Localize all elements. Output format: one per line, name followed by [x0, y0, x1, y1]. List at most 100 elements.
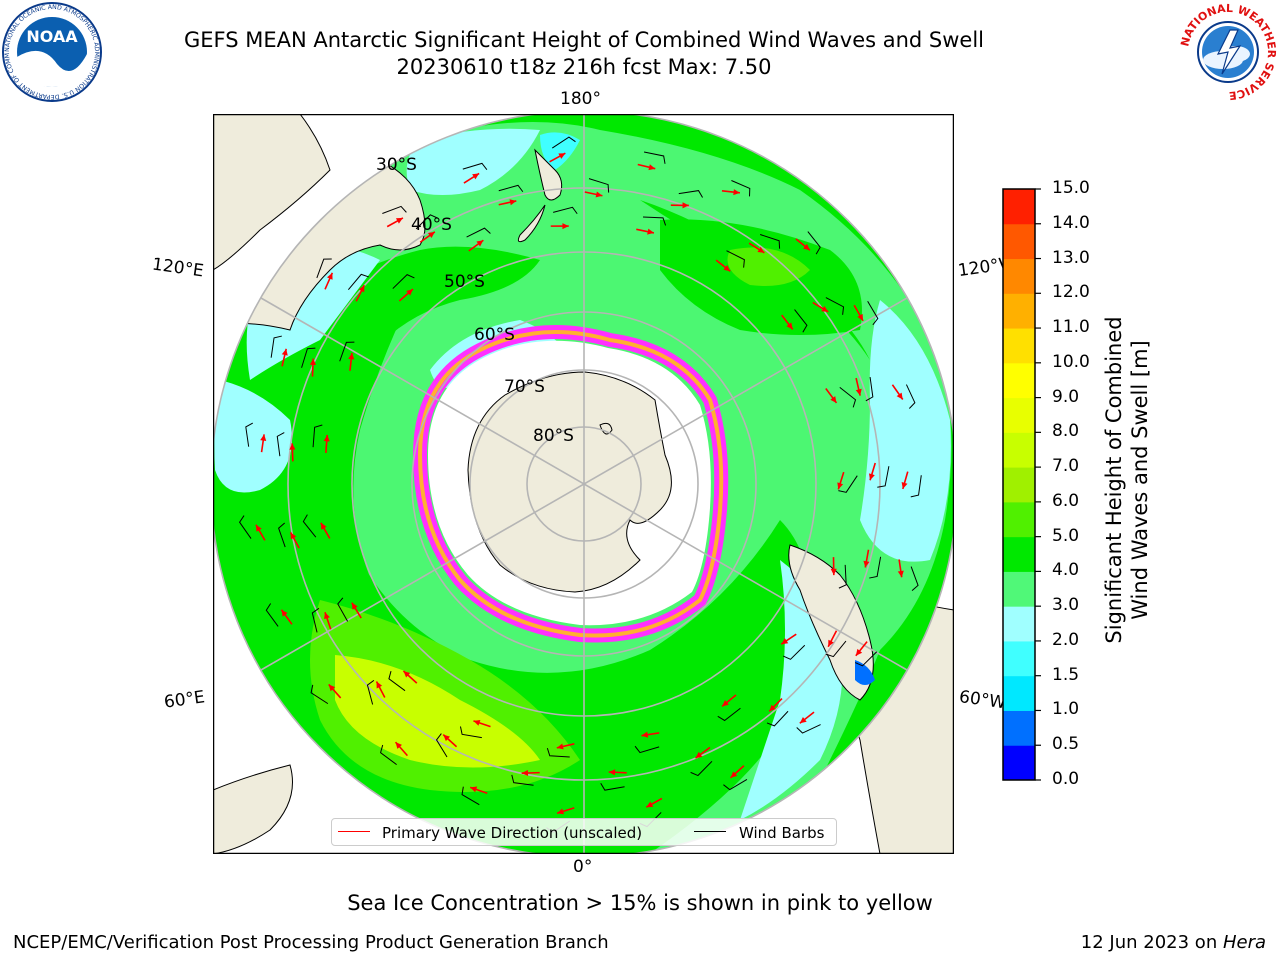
graticule	[213, 114, 954, 854]
wind-barb	[867, 301, 879, 326]
wave-direction-arrowhead	[757, 246, 765, 253]
wind-barb	[600, 783, 625, 791]
wind-barb	[678, 190, 703, 198]
wind-barb	[498, 184, 524, 193]
wave-direction-arrowhead	[281, 609, 288, 617]
wind-barb	[723, 779, 748, 791]
wave-direction-arrowhead	[646, 801, 654, 808]
wave-direction-arrowhead	[427, 231, 435, 238]
wind-barb	[347, 273, 369, 291]
wind-barb	[553, 206, 578, 215]
colorbar-segment	[1003, 189, 1035, 225]
wave-direction-arrowhead	[376, 681, 383, 689]
land-australia-west	[213, 114, 331, 271]
colorbar-tick-label: 2.0	[1052, 629, 1080, 650]
colorbar-segment	[1003, 258, 1035, 294]
colorbar-segment	[1003, 467, 1035, 503]
colorbar-tick-label: 0.0	[1052, 769, 1080, 789]
wave-direction-arrowhead	[769, 704, 776, 712]
wind-barb	[546, 747, 570, 758]
wind-barb	[316, 258, 332, 279]
lon-label-120e: 120°E	[150, 254, 205, 282]
wave-direction-arrowhead	[473, 719, 481, 726]
wind-barb	[301, 347, 316, 368]
lon-label-60w: 60°W	[957, 687, 1005, 713]
svg-text:NOAA: NOAA	[26, 27, 78, 46]
lat-label-30s: 30°S	[376, 155, 417, 175]
wave-direction-arrowhead	[695, 751, 703, 759]
wave-direction-legend-line	[338, 831, 370, 832]
colorbar-tick-label: 1.5	[1052, 664, 1080, 685]
wind-barb	[877, 466, 890, 488]
colorbar-segment	[1003, 293, 1035, 329]
colorbar-tick-label: 1.0	[1052, 699, 1080, 720]
wave-direction-arrowhead	[821, 305, 829, 312]
wind-barb	[854, 651, 878, 667]
wave-field-7-8	[335, 655, 540, 768]
wind-barb	[910, 566, 919, 592]
wind-barb	[865, 377, 874, 402]
wave-direction-arrowhead	[326, 272, 333, 280]
wave-direction-arrowhead	[781, 638, 789, 645]
wave-direction-arrowhead	[558, 153, 566, 159]
wave-direction-arrowhead	[348, 352, 355, 360]
wave-direction-arrowhead	[358, 285, 365, 293]
colorbar-tick-label: 15.0	[1052, 178, 1090, 198]
wave-direction-arrowhead	[557, 808, 564, 815]
wave-direction-arrowhead	[901, 482, 908, 489]
credit-text: NCEP/EMC/Verification Post Processing Pr…	[13, 932, 609, 953]
lat-label-70s: 70°S	[504, 377, 545, 397]
wave-direction-arrowhead	[281, 348, 288, 356]
run-date: 12 Jun 2023 on Hera	[1081, 932, 1266, 953]
land-antarctica	[467, 371, 672, 593]
wave-direction-arrowhead	[733, 189, 740, 196]
wind-barb	[794, 309, 808, 333]
colorbar-tick-label: 13.0	[1052, 247, 1090, 268]
wind-barb	[459, 726, 482, 739]
colorbar-tick-label: 11.0	[1052, 317, 1090, 338]
wave-direction-arrowhead	[647, 228, 654, 235]
wind-barb	[766, 710, 789, 727]
lat-label-60s: 60°S	[474, 325, 515, 345]
wind-barbs-legend-line	[694, 831, 726, 832]
wave-direction-arrowhead	[323, 434, 330, 442]
colorbar-segment	[1003, 501, 1035, 538]
wave-direction-arrowhead	[395, 217, 403, 224]
colorbar-segment	[1003, 571, 1035, 607]
wind-barb	[905, 384, 916, 409]
wind-barb	[415, 214, 438, 230]
wave-direction-arrowhead	[830, 568, 837, 576]
wave-direction-arrowhead	[290, 532, 297, 540]
wind-barb	[245, 422, 254, 447]
wave-direction-arrowhead	[641, 731, 649, 738]
colorbar-tick-label: 7.0	[1052, 456, 1080, 477]
wave-direction-arrowhead	[395, 742, 402, 749]
colorbar-segment	[1003, 745, 1035, 781]
wave-direction-arrowhead	[857, 313, 864, 321]
wind-barb	[825, 297, 845, 315]
colorbar-tick-label: 0.5	[1052, 734, 1080, 755]
wind-barb	[238, 515, 252, 539]
colorbar-segment	[1003, 397, 1035, 433]
wind-barb	[726, 250, 745, 268]
wave-direction-legend-label: Primary Wave Direction (unscaled)	[382, 824, 643, 842]
wave-direction-arrowhead	[855, 648, 863, 656]
wave-direction-arrowhead	[403, 671, 411, 678]
wind-barb	[435, 733, 448, 758]
wave-direction-arrowhead	[320, 522, 327, 530]
colorbar-tick-label: 10.0	[1052, 351, 1090, 372]
wave-direction-arrowhead	[828, 639, 834, 647]
wind-barb	[270, 335, 282, 358]
wave-direction-arrowhead	[324, 612, 330, 620]
colorbar-segment	[1003, 536, 1035, 572]
land-africa-south	[213, 764, 293, 854]
wind-barbs-legend-label: Wind Barbs	[739, 824, 825, 842]
wave-direction-arrowhead	[289, 443, 296, 450]
wave-direction-arrowhead	[595, 191, 603, 198]
wave-direction-arrowhead	[472, 173, 480, 180]
wind-barb	[339, 341, 355, 362]
wind-barb	[511, 774, 534, 786]
wave-direction-arrowhead	[406, 289, 413, 296]
colorbar-label-line2: Wind Waves and Swell [m]	[1128, 340, 1152, 620]
wave-direction-arrowhead	[260, 434, 267, 442]
